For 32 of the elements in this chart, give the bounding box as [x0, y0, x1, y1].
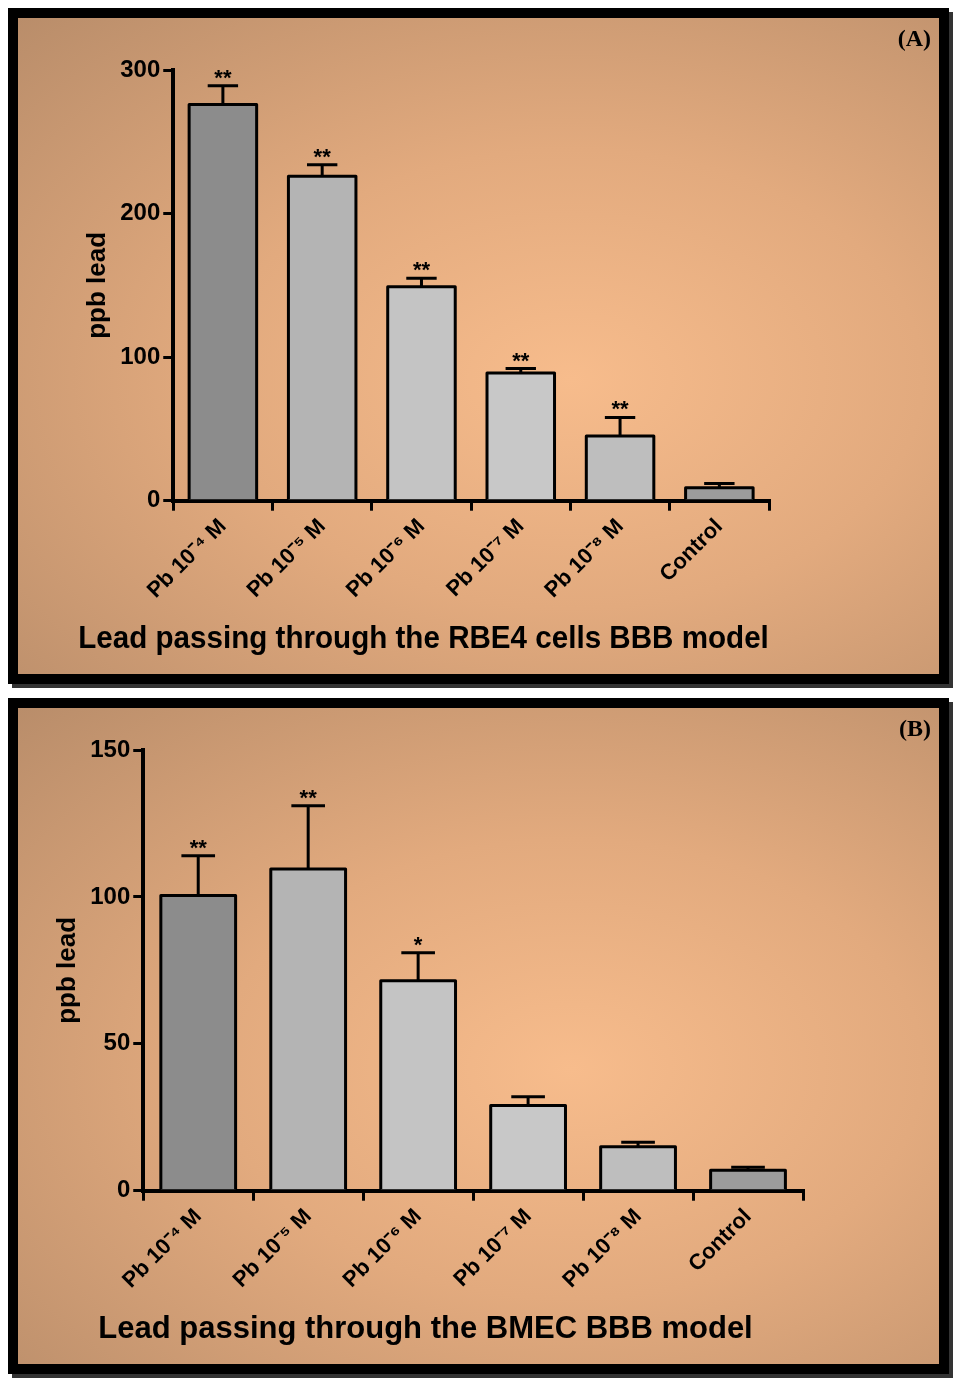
y-tick-label: 0 [146, 485, 161, 513]
x-tick-label: Pb 10⁻⁶ M [340, 513, 430, 602]
x-tick-label: Pb 10⁻⁸ M [557, 1203, 646, 1292]
x-tick-label: Pb 10⁻⁵ M [241, 513, 330, 602]
text: (A) [897, 25, 931, 52]
x-tick-label: Pb 10⁻⁴ M [141, 513, 231, 603]
x-tick-label: Pb 10⁻⁸ M [539, 513, 628, 602]
annotation: ** [299, 784, 318, 810]
annotation: ** [189, 834, 208, 860]
x-tick-label: Pb 10⁻⁷ M [440, 513, 529, 602]
y-tick-label: 300 [120, 54, 161, 82]
x-tick-label: Pb 10⁻⁶ M [337, 1203, 426, 1292]
annotation: * [413, 931, 423, 957]
y-tick-label: 100 [120, 341, 161, 369]
y-tick-label: 200 [120, 198, 161, 226]
x-tick-label: Pb 10⁻⁷ M [448, 1203, 536, 1292]
y-axis-title: ppb lead [80, 231, 111, 339]
annotation: ** [214, 64, 232, 90]
x-tick-label: Pb 10⁻⁵ M [227, 1203, 316, 1292]
text: Lead passing through the BMEC BBB model [98, 1309, 753, 1345]
x-tick-label: Pb 10⁻⁴ M [116, 1203, 207, 1293]
y-tick-label: 150 [90, 734, 131, 762]
annotation: ** [512, 347, 530, 373]
y-tick-label: 50 [103, 1028, 131, 1056]
y-tick-label: 100 [90, 881, 131, 909]
y-axis-title: ppb lead [50, 916, 81, 1024]
annotation: ** [611, 396, 630, 422]
annotation: ** [412, 257, 431, 283]
y-tick-label: 0 [116, 1175, 131, 1203]
annotation: ** [313, 143, 332, 169]
text: (B) [899, 715, 931, 742]
text: Lead passing through the RBE4 cells BBB model [78, 620, 769, 655]
